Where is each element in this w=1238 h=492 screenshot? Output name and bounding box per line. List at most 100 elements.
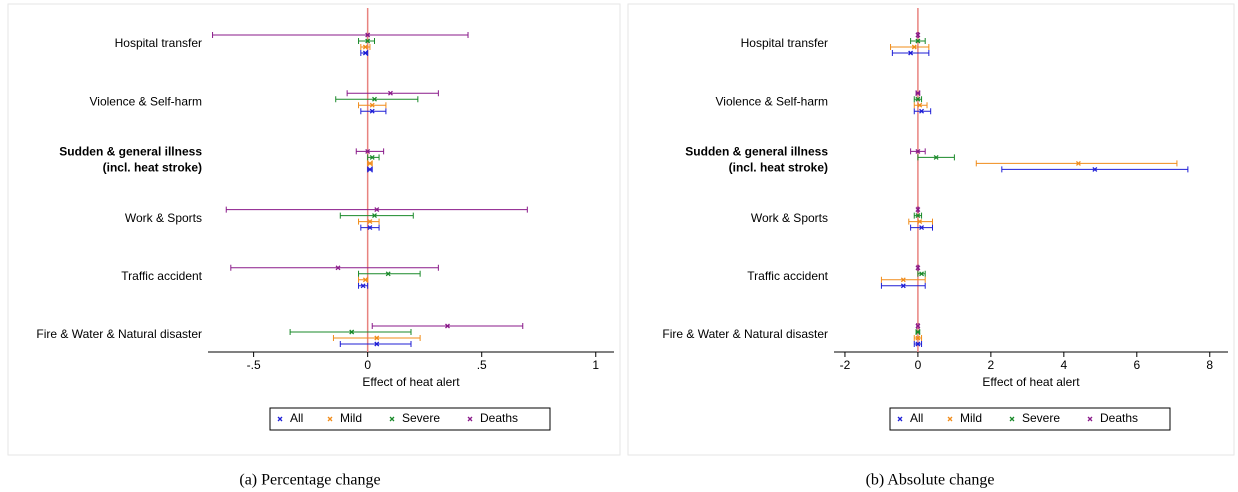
point-marker <box>369 154 375 160</box>
point-marker <box>933 154 939 160</box>
point-marker <box>360 283 366 289</box>
point-marker <box>445 323 450 329</box>
error-bar <box>230 264 439 271</box>
legend-label: Mild <box>960 411 982 425</box>
point-marker <box>362 277 368 283</box>
error-bar <box>890 44 930 50</box>
point-marker <box>900 277 906 283</box>
error-bar <box>339 212 414 219</box>
x-tick-label: -.5 <box>247 358 261 372</box>
point-marker <box>908 50 914 56</box>
point-marker <box>1092 166 1098 172</box>
category-label: Sudden & general illness <box>685 145 828 159</box>
point-marker <box>362 44 368 50</box>
point-marker <box>915 96 921 102</box>
category-label: Work & Sports <box>751 211 828 225</box>
x-axis-label: Effect of heat alert <box>362 375 460 389</box>
legend-label: Deaths <box>1100 411 1138 425</box>
point-marker <box>915 213 921 219</box>
x-tick-label: 8 <box>1206 358 1213 372</box>
point-marker <box>362 50 368 56</box>
error-bar <box>355 148 385 155</box>
legend-label: All <box>910 411 923 425</box>
legend-marker <box>1087 416 1093 422</box>
legend-marker <box>897 416 903 422</box>
error-bar <box>335 96 419 103</box>
caption: (b) Absolute change <box>866 472 995 489</box>
point-marker <box>374 341 380 347</box>
error-bar <box>358 38 376 44</box>
point-marker <box>915 148 921 154</box>
point-marker <box>349 329 355 335</box>
caption: (a) Percentage change <box>239 472 380 489</box>
point-marker <box>919 271 925 277</box>
point-marker <box>369 108 375 114</box>
point-marker <box>911 44 917 50</box>
category-label: Sudden & general illness <box>59 145 202 159</box>
point-marker <box>1075 160 1081 166</box>
point-marker <box>374 207 380 213</box>
legend-label: Severe <box>1022 411 1060 425</box>
point-marker <box>369 102 375 108</box>
legend-label: Mild <box>340 411 362 425</box>
point-marker <box>915 323 921 329</box>
error-bar <box>358 270 421 277</box>
panel-frame <box>7 3 621 456</box>
category-label: Fire & Water & Natural disaster <box>662 327 828 341</box>
x-tick-label: .5 <box>477 358 487 372</box>
point-marker <box>915 32 921 38</box>
point-marker <box>365 32 371 38</box>
category-label: Traffic accident <box>747 269 828 283</box>
point-marker <box>900 283 906 289</box>
legend-marker <box>277 416 283 422</box>
point-marker <box>915 329 921 335</box>
legend-label: Deaths <box>480 411 518 425</box>
error-bar <box>367 154 380 161</box>
point-marker <box>917 219 923 225</box>
legend-marker <box>947 416 953 422</box>
point-marker <box>388 90 393 96</box>
legend-label: Severe <box>402 411 440 425</box>
point-marker <box>335 265 341 271</box>
panel-frame <box>627 3 1235 456</box>
legend-label: All <box>290 411 303 425</box>
error-bar <box>360 108 387 115</box>
error-bar <box>289 329 412 335</box>
category-label: Fire & Water & Natural disaster <box>36 327 202 341</box>
legend-marker <box>467 416 473 422</box>
point-marker <box>372 96 377 102</box>
legend-marker <box>327 416 333 422</box>
x-tick-label: 2 <box>988 358 995 372</box>
error-bar <box>360 50 369 56</box>
point-marker <box>915 265 921 271</box>
point-marker <box>365 148 371 154</box>
error-bar <box>346 90 439 97</box>
x-tick-label: 0 <box>915 358 922 372</box>
category-label: Violence & Self-harm <box>90 94 203 108</box>
error-bar <box>975 160 1178 167</box>
x-tick-label: 6 <box>1133 358 1140 372</box>
point-marker <box>919 108 925 114</box>
point-marker <box>367 160 373 166</box>
error-bar <box>212 32 469 38</box>
category-label: Work & Sports <box>125 211 202 225</box>
category-label: Traffic accident <box>121 269 202 283</box>
category-label: Hospital transfer <box>115 36 202 50</box>
x-tick-label: 4 <box>1060 358 1067 372</box>
legend-marker <box>389 416 395 422</box>
category-label: Violence & Self-harm <box>716 94 829 108</box>
legend-box <box>889 407 1171 431</box>
point-marker <box>372 213 377 219</box>
x-axis-label: Effect of heat alert <box>982 375 1080 389</box>
category-label: (incl. heat stroke) <box>103 161 202 175</box>
x-tick-label: 0 <box>364 358 371 372</box>
point-marker <box>915 341 921 347</box>
point-marker <box>919 225 925 231</box>
point-marker <box>915 207 921 213</box>
legend-box <box>269 407 551 431</box>
point-marker <box>367 219 373 225</box>
point-marker <box>367 225 373 231</box>
point-marker <box>915 90 921 96</box>
category-label: (incl. heat stroke) <box>729 161 828 175</box>
